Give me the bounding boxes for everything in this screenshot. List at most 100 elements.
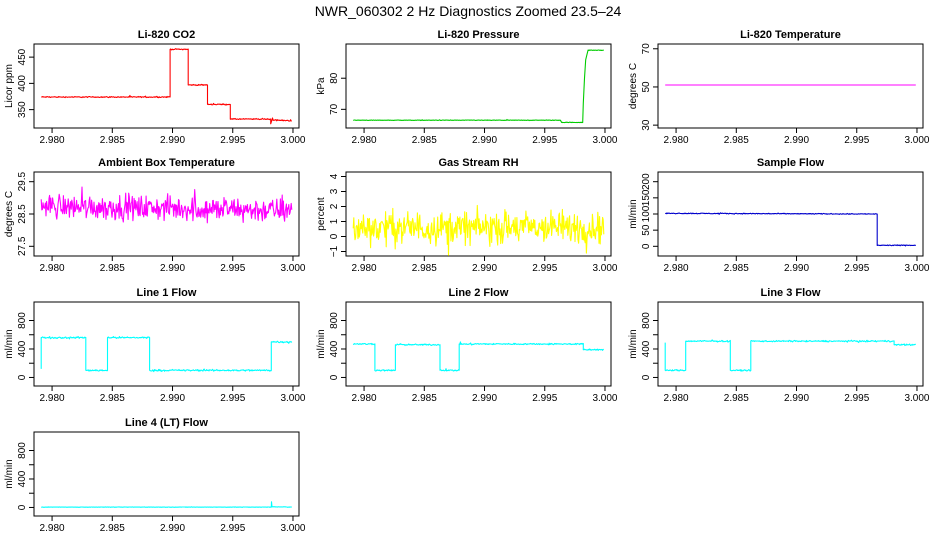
y-tick-label: 150 [641, 189, 652, 206]
data-series [40, 335, 293, 373]
data-series [353, 49, 604, 124]
y-tick-label: 80 [329, 72, 340, 84]
figure-title: NWR_060302 2 Hz Diagnostics Zoomed 23.5–… [315, 3, 622, 19]
x-tick-label: 2.980 [352, 135, 377, 146]
y-tick-label: 1 [329, 218, 340, 224]
chart-panel: Line 2 Flow 2.980 2.985 2.990 2.995 3.000 0 400… [316, 287, 618, 404]
x-tick-label: 2.980 [40, 393, 65, 404]
chart-panel: Li-820 Pressure 2.980 2.985 2.990 2.995 3.000… [316, 29, 618, 146]
x-tick-label: 2.990 [160, 263, 185, 274]
x-tick-label: 2.980 [352, 393, 377, 404]
x-tick-label: 2.980 [664, 263, 689, 274]
x-tick-label: 2.980 [352, 263, 377, 274]
chart-panel: Gas Stream RH 2.980 2.985 2.990 2.995 3.000 −1… [316, 157, 618, 274]
y-tick-label: 0 [641, 374, 652, 380]
y-tick-label: 0 [17, 374, 28, 380]
panel-title: Ambient Box Temperature [98, 157, 235, 169]
x-tick-label: 2.985 [100, 523, 125, 534]
y-tick-label: 29.5 [17, 172, 28, 192]
chart-panel: Line 1 Flow 2.980 2.985 2.990 2.995 3.000 0 400… [4, 287, 306, 404]
x-tick-label: 2.980 [40, 135, 65, 146]
x-tick-label: 2.985 [724, 263, 749, 274]
chart-panel: Li-820 Temperature 2.980 2.985 2.990 2.995 3.… [628, 29, 930, 146]
x-tick-label: 2.980 [664, 393, 689, 404]
x-tick-label: 2.985 [100, 263, 125, 274]
y-tick-label: 0 [329, 233, 340, 239]
y-tick-label: 70 [329, 103, 340, 115]
y-tick-label: 800 [329, 312, 340, 329]
panel-title: Line 3 Flow [761, 287, 821, 299]
y-axis-label: Licor ppm [4, 64, 15, 108]
x-tick-label: 2.995 [220, 263, 245, 274]
x-tick-label: 2.995 [220, 135, 245, 146]
plot-frame [345, 43, 612, 129]
x-tick-label: 2.985 [412, 135, 437, 146]
x-tick-label: 3.000 [904, 263, 929, 274]
y-tick-label: 350 [17, 101, 28, 118]
y-tick-label: 28.5 [17, 204, 28, 224]
y-tick-label: 400 [641, 340, 652, 357]
y-tick-label: 70 [641, 43, 652, 55]
x-tick-label: 2.995 [844, 263, 869, 274]
x-tick-label: 2.990 [472, 263, 497, 274]
data-series [40, 186, 293, 224]
x-tick-label: 2.990 [784, 263, 809, 274]
x-tick-label: 2.985 [724, 135, 749, 146]
panel-title: Line 4 (LT) Flow [125, 417, 208, 429]
x-tick-label: 2.995 [220, 523, 245, 534]
data-series [352, 204, 605, 256]
data-series [664, 339, 916, 372]
y-axis-label: ml/min [628, 329, 639, 358]
x-tick-label: 2.995 [220, 393, 245, 404]
y-tick-label: 400 [17, 470, 28, 487]
panel-title: Li-820 CO2 [138, 29, 195, 41]
x-tick-label: 3.000 [280, 523, 305, 534]
y-tick-label: −1 [329, 245, 340, 257]
y-tick-label: 400 [17, 75, 28, 92]
panel-title: Line 2 Flow [449, 287, 509, 299]
x-tick-label: 2.985 [100, 135, 125, 146]
x-tick-label: 2.990 [784, 135, 809, 146]
panel-title: Sample Flow [757, 157, 825, 169]
panel-title: Li-820 Temperature [740, 29, 841, 41]
x-tick-label: 2.995 [532, 393, 557, 404]
plot-frame [657, 301, 924, 387]
x-tick-label: 3.000 [280, 263, 305, 274]
x-tick-label: 2.980 [40, 263, 65, 274]
y-tick-label: 450 [17, 48, 28, 65]
chart-panel: Sample Flow 2.980 2.985 2.990 2.995 3.000 0 50 1… [628, 157, 930, 274]
x-tick-label: 3.000 [904, 135, 929, 146]
y-tick-label: 4 [329, 173, 340, 179]
chart-panel: Line 3 Flow 2.980 2.985 2.990 2.995 3.000 0 400… [628, 287, 930, 404]
x-tick-label: 3.000 [592, 393, 617, 404]
data-series [41, 501, 292, 508]
x-tick-label: 3.000 [280, 135, 305, 146]
x-tick-label: 2.985 [100, 393, 125, 404]
x-tick-label: 2.995 [844, 135, 869, 146]
plot-frame [33, 43, 300, 129]
x-tick-label: 2.985 [412, 393, 437, 404]
y-axis-label: degrees C [4, 191, 15, 237]
y-tick-label: 200 [641, 173, 652, 190]
y-axis-label: ml/min [628, 199, 639, 228]
chart-panel: Li-820 CO2 2.980 2.985 2.990 2.995 3.000 350 40… [4, 29, 306, 146]
x-tick-label: 3.000 [592, 263, 617, 274]
y-tick-label: 800 [17, 312, 28, 329]
x-tick-label: 2.980 [40, 523, 65, 534]
plot-frame [345, 171, 612, 257]
data-series [352, 341, 604, 372]
panel-title: Li-820 Pressure [438, 29, 520, 41]
x-tick-label: 2.990 [160, 135, 185, 146]
x-tick-label: 2.995 [532, 135, 557, 146]
x-tick-label: 3.000 [280, 393, 305, 404]
y-tick-label: 0 [329, 374, 340, 380]
plot-frame [345, 301, 612, 387]
y-axis-label: ml/min [4, 459, 15, 488]
y-tick-label: 400 [17, 340, 28, 357]
y-axis-label: percent [316, 197, 327, 231]
x-tick-label: 2.990 [160, 393, 185, 404]
y-tick-label: 800 [17, 442, 28, 459]
data-series [41, 48, 292, 125]
y-tick-label: 0 [641, 243, 652, 249]
